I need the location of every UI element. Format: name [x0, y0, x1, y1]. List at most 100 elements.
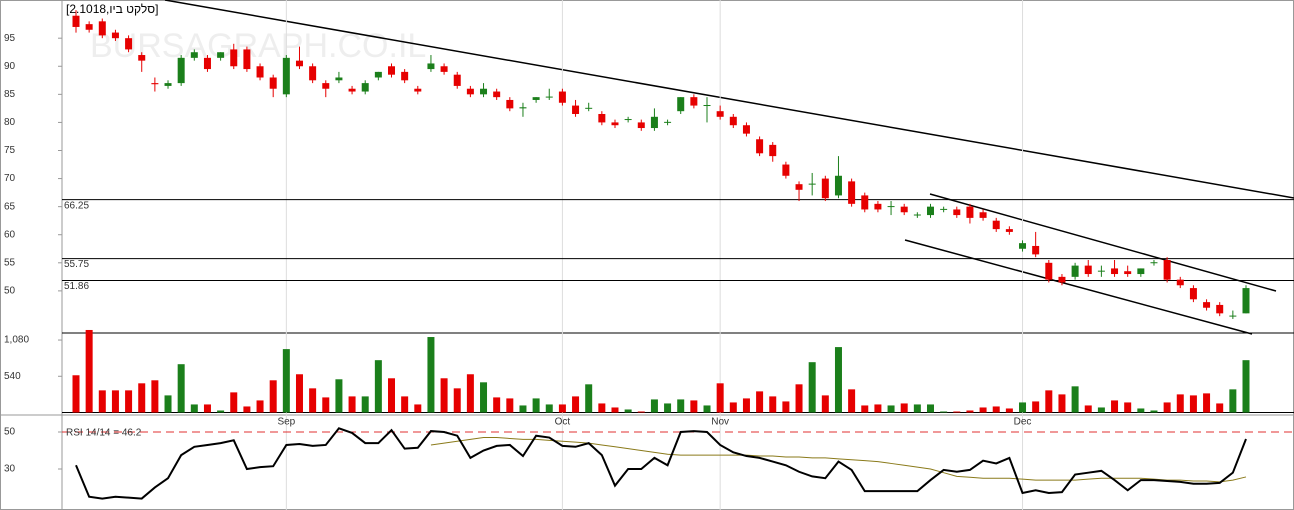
candle-body — [900, 206, 908, 213]
volume-bar — [664, 403, 672, 413]
candle-body — [256, 66, 264, 78]
candle-body — [138, 55, 146, 61]
volume-bar — [309, 388, 317, 413]
rsi-line — [75, 427, 1247, 500]
chart-title: [2.1018,סלקט ביו] — [66, 2, 159, 16]
volume-bar — [322, 397, 330, 413]
volume-bar — [742, 398, 750, 413]
volume-bar — [834, 347, 842, 413]
volume-bar — [1045, 390, 1053, 413]
y-tick-label: 60 — [4, 229, 16, 240]
candle-body — [217, 52, 225, 58]
y-tick-label: 65 — [4, 201, 16, 212]
volume-bar — [1019, 402, 1027, 413]
candle-body — [690, 97, 698, 106]
candle-body — [309, 66, 317, 81]
volume-bar — [282, 349, 290, 413]
volume-bar — [111, 390, 119, 413]
volume-bar — [230, 392, 238, 413]
candle-body — [1203, 302, 1211, 308]
candle-body — [72, 15, 80, 27]
volume-bar — [848, 389, 856, 413]
candle-body — [756, 139, 764, 154]
candle-body — [677, 97, 685, 112]
candle-body — [664, 121, 672, 123]
candle-body — [769, 144, 777, 157]
candle-body — [953, 209, 961, 216]
candle-body — [782, 164, 790, 176]
level-label: 51.86 — [64, 281, 89, 292]
level-label: 66.25 — [64, 200, 89, 211]
volume-bar — [427, 337, 435, 413]
candle-body — [282, 57, 290, 95]
volume-bar — [1189, 395, 1197, 413]
volume-bar — [808, 362, 816, 413]
candle-body — [230, 49, 238, 67]
candle-body — [572, 105, 580, 114]
volume-bar — [624, 409, 632, 413]
volume-bar — [269, 380, 277, 413]
volume-bar — [795, 384, 803, 413]
volume-bar — [979, 407, 987, 413]
volume-bar — [1229, 389, 1237, 413]
candle-body — [1032, 245, 1040, 255]
volume-bar — [729, 402, 737, 413]
volume-bar — [585, 384, 593, 413]
volume-bar — [926, 404, 934, 413]
channel-lower — [904, 239, 1253, 335]
x-tick-label: Nov — [711, 417, 729, 428]
volume-bar — [72, 375, 80, 413]
candle-body — [1176, 279, 1184, 286]
rsi-label: RSI 14/14 = 46.2 — [66, 428, 142, 439]
volume-bar — [414, 404, 422, 413]
candle-body — [558, 91, 566, 103]
candle-body — [742, 125, 750, 134]
volume-bar — [913, 404, 921, 413]
candle-body — [821, 178, 829, 199]
volume-bar — [611, 407, 619, 413]
volume-bar — [1216, 403, 1224, 413]
volume-bar — [1150, 410, 1158, 413]
candle-body — [1137, 268, 1145, 275]
y-tick-label: 1,080 — [4, 335, 29, 346]
volume-bar — [1032, 401, 1040, 413]
y-tick-label: 50 — [4, 286, 16, 297]
candle-body — [1229, 315, 1237, 317]
volume-bar — [295, 374, 303, 413]
candle-body — [795, 184, 803, 190]
candle-body — [611, 122, 619, 126]
candle-body — [269, 77, 277, 89]
volume-bar — [243, 406, 251, 413]
volume-bar — [1163, 402, 1171, 413]
volume-bar — [217, 410, 225, 413]
candle-body — [401, 71, 409, 81]
candle-body — [729, 116, 737, 126]
volume-bar — [769, 396, 777, 413]
volume-bar — [558, 404, 566, 413]
volume-bar — [1203, 393, 1211, 413]
candle-body — [453, 74, 461, 86]
y-tick-label: 55 — [4, 257, 16, 268]
volume-bar — [506, 398, 514, 413]
candle-body — [1111, 268, 1119, 275]
volume-bar — [335, 379, 343, 413]
candle-body — [466, 88, 474, 95]
candle-body — [913, 214, 921, 216]
y-tick-label: 30 — [4, 464, 16, 475]
volume-bar — [348, 396, 356, 413]
candle-body — [887, 206, 895, 208]
candle-body — [874, 203, 882, 210]
candle-body — [979, 212, 987, 218]
x-tick-label: Sep — [277, 417, 295, 428]
volume-bar — [1137, 408, 1145, 413]
volume-bar — [388, 378, 396, 413]
candle-body — [598, 113, 606, 123]
candle-body — [1084, 265, 1092, 275]
candle-body — [295, 60, 303, 67]
y-tick-label: 95 — [4, 33, 16, 44]
candle-body — [361, 83, 369, 92]
volume-bar — [1071, 386, 1079, 413]
y-tick-label: 50 — [4, 427, 16, 438]
candle-body — [414, 88, 422, 92]
volume-bar — [900, 403, 908, 413]
